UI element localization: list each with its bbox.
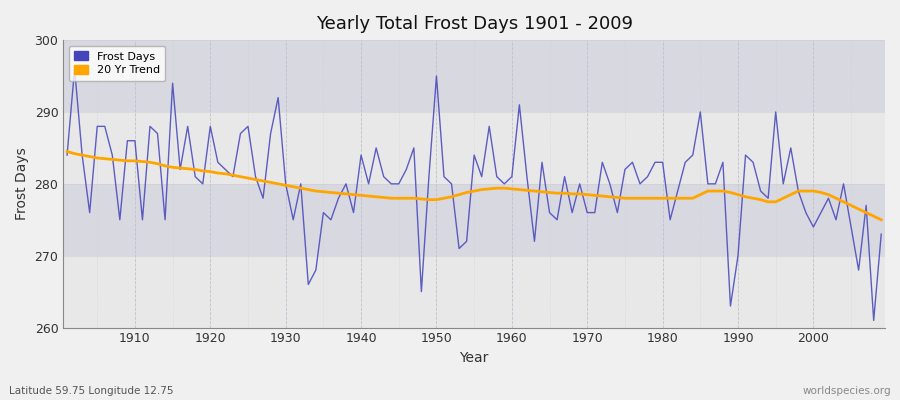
Bar xyxy=(63,40,885,112)
20 Yr Trend xyxy=(62,149,73,154)
Frost Days xyxy=(507,174,517,179)
Frost Days xyxy=(876,232,886,236)
Title: Yearly Total Frost Days 1901 - 2009: Yearly Total Frost Days 1901 - 2009 xyxy=(316,15,633,33)
Legend: Frost Days, 20 Yr Trend: Frost Days, 20 Yr Trend xyxy=(68,46,166,81)
Bar xyxy=(63,256,885,328)
20 Yr Trend xyxy=(876,217,886,222)
Frost Days xyxy=(295,182,306,186)
Frost Days xyxy=(868,318,879,323)
20 Yr Trend xyxy=(507,186,517,191)
20 Yr Trend xyxy=(288,184,299,189)
20 Yr Trend xyxy=(597,194,608,198)
20 Yr Trend xyxy=(333,191,344,196)
20 Yr Trend xyxy=(122,158,133,163)
Frost Days xyxy=(130,138,140,143)
Line: Frost Days: Frost Days xyxy=(68,69,881,320)
Text: Latitude 59.75 Longitude 12.75: Latitude 59.75 Longitude 12.75 xyxy=(9,386,174,396)
Line: 20 Yr Trend: 20 Yr Trend xyxy=(68,152,881,220)
Frost Days xyxy=(340,182,351,186)
Frost Days xyxy=(69,66,80,71)
Y-axis label: Frost Days: Frost Days xyxy=(15,148,29,220)
Text: worldspecies.org: worldspecies.org xyxy=(803,386,891,396)
Frost Days xyxy=(514,102,525,107)
20 Yr Trend xyxy=(499,186,509,190)
Bar xyxy=(63,112,885,184)
Frost Days xyxy=(605,182,616,186)
Frost Days xyxy=(62,153,73,158)
X-axis label: Year: Year xyxy=(460,351,489,365)
Bar xyxy=(63,184,885,256)
